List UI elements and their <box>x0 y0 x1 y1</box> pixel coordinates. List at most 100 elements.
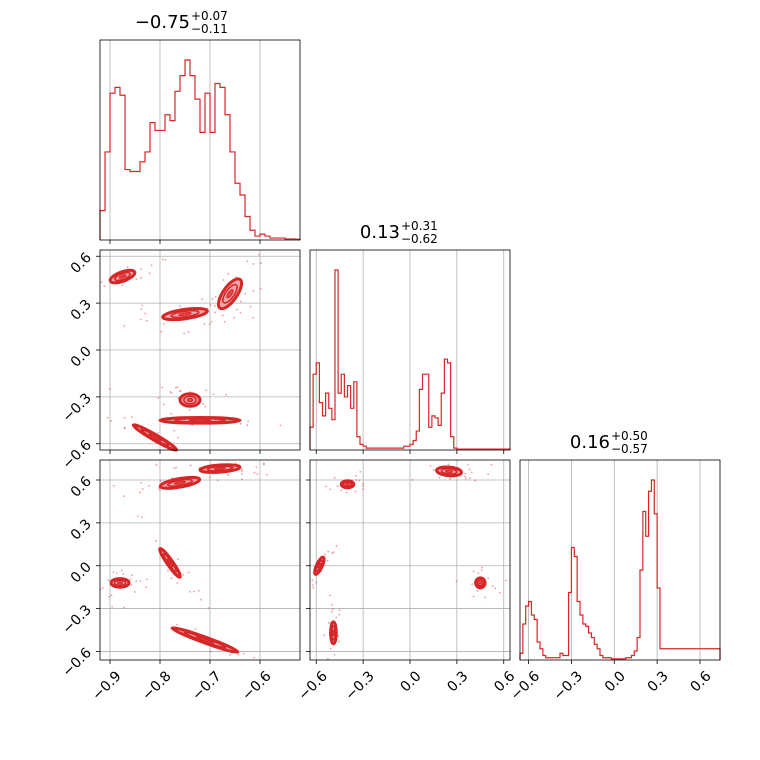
sample-point <box>222 279 225 281</box>
sample-point <box>447 463 450 466</box>
sample-point <box>123 416 126 419</box>
sample-point <box>504 579 507 582</box>
sample-point <box>204 389 207 392</box>
sample-point <box>239 300 242 303</box>
panel-frame-0-0 <box>99 39 301 241</box>
sample-point <box>470 471 473 474</box>
contour-mid-13 <box>476 579 485 587</box>
contour-inner-6 <box>213 467 227 471</box>
sample-point <box>336 485 339 488</box>
x-tick-label: −0.6 <box>296 668 331 703</box>
x-tick-label: −0.7 <box>189 668 224 703</box>
sample-point <box>171 477 174 479</box>
contour-mid-10 <box>183 631 227 649</box>
sample-point <box>329 647 332 650</box>
sample-point <box>358 479 361 482</box>
sample-point <box>150 264 153 267</box>
sample-point <box>223 321 226 323</box>
sample-point <box>133 591 136 593</box>
sample-point <box>265 473 268 476</box>
contour-inner-2 <box>226 289 234 299</box>
sample-point <box>110 420 113 422</box>
sample-point <box>189 464 192 467</box>
sample-point <box>411 479 414 481</box>
x-tick-label: 0.3 <box>444 668 471 695</box>
sample-point <box>239 422 242 425</box>
y-tick-label: −0.6 <box>59 437 94 472</box>
contour-inner-8 <box>116 581 124 585</box>
sample-point <box>239 311 242 314</box>
sample-point <box>156 432 159 434</box>
sample-point <box>106 416 109 419</box>
sample-point <box>354 490 357 493</box>
sample-point <box>129 578 132 580</box>
sample-point <box>221 314 224 317</box>
title-plus-1: +0.31 <box>401 219 438 233</box>
sample-point <box>333 477 336 479</box>
sample-point <box>472 570 475 573</box>
sample-point <box>355 474 357 477</box>
contour-inner-13 <box>478 581 483 585</box>
y-tick-label: −0.6 <box>59 645 94 680</box>
x-tick-label: −0.6 <box>239 668 274 703</box>
sample-point <box>333 653 336 656</box>
sample-point <box>209 650 212 653</box>
sample-point <box>176 623 179 626</box>
title-minus-0: −0.11 <box>191 22 228 36</box>
sample-point <box>101 587 104 590</box>
sample-point <box>200 598 202 601</box>
sample-point <box>487 577 490 580</box>
sample-point <box>145 586 148 589</box>
sample-point <box>464 477 467 480</box>
sample-point <box>121 284 124 287</box>
sample-point <box>112 484 115 487</box>
sample-point <box>330 611 333 613</box>
sample-point <box>249 305 252 308</box>
sample-point <box>263 462 265 465</box>
sample-point <box>449 477 452 480</box>
sample-point <box>130 583 133 586</box>
sample-point <box>476 590 479 592</box>
contour-mid-6 <box>206 465 234 472</box>
sample-point <box>112 571 115 574</box>
sample-point <box>474 479 477 482</box>
contour-inner-4 <box>188 419 212 422</box>
sample-point <box>327 550 330 553</box>
sample-point <box>327 622 330 624</box>
sample-point <box>325 485 328 488</box>
contour-inner-10 <box>195 636 215 644</box>
sample-point <box>345 491 348 494</box>
sample-point <box>176 386 179 388</box>
sample-point <box>468 468 471 471</box>
sample-point <box>157 397 160 399</box>
sample-point <box>139 318 142 321</box>
sample-point <box>241 470 243 472</box>
y-tick-label: −0.3 <box>59 390 94 425</box>
sample-point <box>487 473 490 476</box>
sample-point <box>164 258 167 261</box>
sample-point <box>176 558 179 561</box>
x-tick-label: 0.0 <box>602 668 629 695</box>
contour-inner-5 <box>148 433 162 442</box>
sample-point <box>183 332 186 335</box>
y-tick-label: 0.0 <box>68 559 95 586</box>
sample-point <box>432 469 435 471</box>
sample-point <box>197 589 200 592</box>
sample-point <box>332 551 335 554</box>
sample-point <box>329 594 332 597</box>
sample-point <box>123 606 126 609</box>
sample-point <box>154 540 157 542</box>
sample-point <box>140 308 143 311</box>
sample-point <box>160 330 163 333</box>
sample-point <box>253 471 256 474</box>
contour-mid-12 <box>342 481 353 488</box>
sample-point <box>141 488 144 490</box>
sample-point <box>214 311 216 314</box>
sample-point <box>259 287 262 290</box>
sample-point <box>455 580 458 583</box>
sample-point <box>359 470 362 473</box>
sample-point <box>177 436 180 439</box>
title-minus-1: −0.62 <box>401 232 438 246</box>
sample-point <box>155 463 158 466</box>
title-plus-2: +0.50 <box>611 429 648 443</box>
